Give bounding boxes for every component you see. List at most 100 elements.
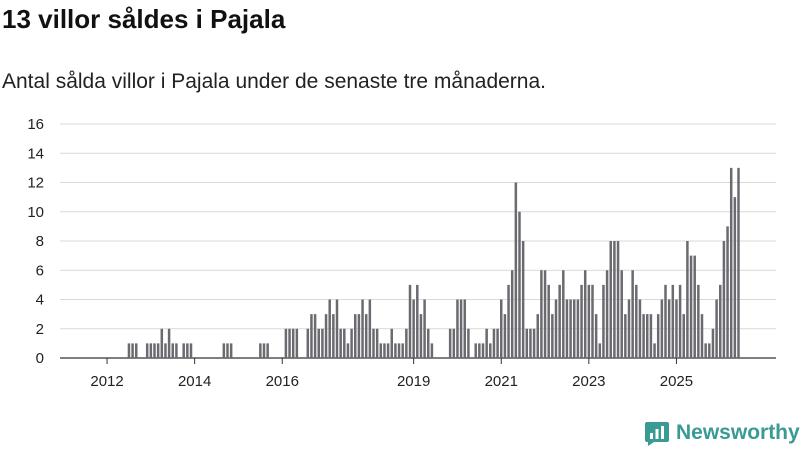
bar [481,343,485,358]
bar [562,270,565,358]
bar [646,314,649,358]
bar [291,328,295,358]
bar [156,343,160,358]
bar [551,314,554,358]
bar [354,314,357,358]
bar [313,314,317,358]
bar [587,284,591,358]
y-tick-label: 10 [27,204,44,221]
bar [631,270,634,358]
bar [397,343,401,358]
bar [295,328,299,358]
x-tick-label: 2019 [397,373,430,390]
bar [459,299,463,358]
bar [664,284,667,358]
y-tick-label: 4 [36,292,44,309]
chart-subtitle: Antal sålda villor i Pajala under de sen… [2,70,546,93]
bar [609,241,612,358]
bar [642,314,645,358]
bar [708,343,711,358]
bar [689,255,693,358]
bar [529,328,532,358]
bar [656,314,660,358]
bar [427,328,430,358]
bar [496,328,499,358]
bar [638,299,642,358]
bar [525,328,529,358]
bar [711,328,715,358]
bar [693,255,696,358]
newsworthy-logo-icon [645,422,669,446]
bar [675,299,678,358]
bar [514,182,518,358]
bar [284,328,288,358]
bar [306,328,310,358]
bar [288,328,291,358]
bar [594,314,598,358]
bar [474,343,477,358]
bar [565,299,569,358]
x-tick-label: 2014 [178,373,211,390]
bar [386,343,390,358]
bar [423,299,426,358]
value-annotation: 13 [737,0,754,4]
bar [682,314,685,358]
bar [317,328,320,358]
bar [390,328,393,358]
bar [649,314,653,358]
bar [616,241,620,358]
bar [160,328,164,358]
bar [686,241,689,358]
bar [478,343,481,358]
bar [135,343,138,358]
bar [667,299,671,358]
bar [375,328,379,358]
bar [324,314,328,358]
bar [500,299,503,358]
brand-name: Newsworthy [676,421,800,444]
bar [620,270,623,358]
bar [262,343,266,358]
bar [635,284,638,358]
bar [357,314,361,358]
x-tick-label: 2023 [572,373,605,390]
bar [598,343,602,358]
x-tick-label: 2021 [485,373,518,390]
bar [543,270,547,358]
y-tick-label: 8 [36,233,44,250]
x-tick-label: 2016 [266,373,299,390]
bar [167,328,171,358]
bar [182,343,185,358]
bar [536,314,539,358]
bar [737,167,740,358]
bar [510,270,514,358]
bar [700,314,704,358]
bar [580,284,583,358]
bar [372,328,375,358]
bar [726,226,729,358]
x-tick-label: 2025 [660,373,693,390]
bar [343,328,346,358]
y-tick-label: 14 [27,145,44,162]
bar [328,299,331,358]
bar [310,314,313,358]
bar [412,299,415,358]
bar [401,343,404,358]
bar [339,328,342,358]
bar [171,343,174,358]
bar [259,343,262,358]
bar [503,314,507,358]
bar [467,328,470,358]
bar [229,343,233,358]
bar [583,270,587,358]
bar [729,167,733,358]
bar [653,343,656,358]
bar [573,299,576,358]
bar [364,314,368,358]
bar [715,299,718,358]
bar [456,299,459,358]
bar [394,343,397,358]
bar [719,284,722,358]
bar [489,343,492,358]
